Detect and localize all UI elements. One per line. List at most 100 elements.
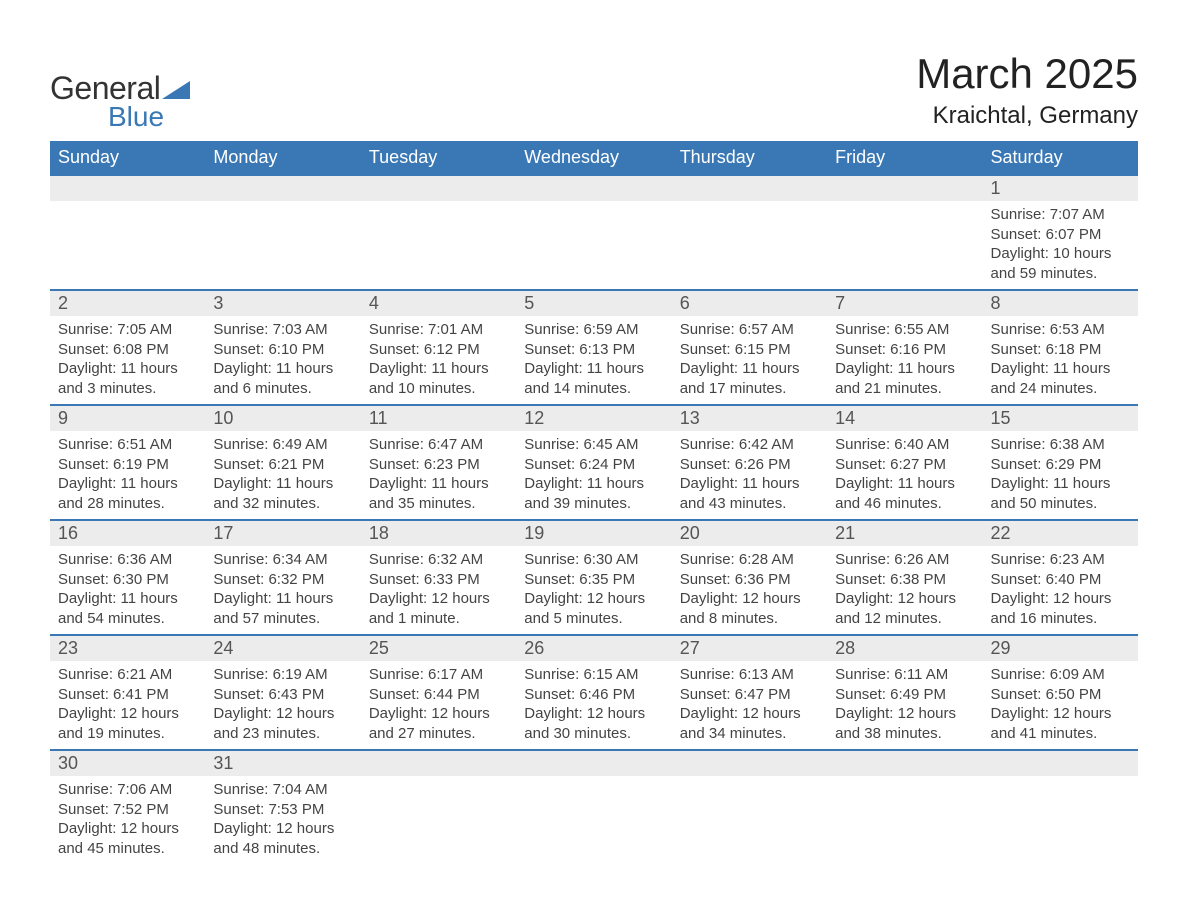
day-number-row: 2345678 xyxy=(50,290,1138,316)
daylight2-text: and 19 minutes. xyxy=(58,724,197,744)
daylight2-text: and 23 minutes. xyxy=(213,724,352,744)
sunrise-text: Sunrise: 7:07 AM xyxy=(991,205,1130,225)
daylight2-text: and 24 minutes. xyxy=(991,379,1130,399)
sunset-text: Sunset: 6:24 PM xyxy=(524,455,663,475)
day-number-cell: 23 xyxy=(50,635,205,661)
day-number-cell xyxy=(983,750,1138,776)
daylight2-text: and 34 minutes. xyxy=(680,724,819,744)
day-detail-row: Sunrise: 6:36 AMSunset: 6:30 PMDaylight:… xyxy=(50,546,1138,635)
day-detail-cell: Sunrise: 6:59 AMSunset: 6:13 PMDaylight:… xyxy=(516,316,671,405)
day-number-cell: 4 xyxy=(361,290,516,316)
weekday-header: Sunday xyxy=(50,141,205,175)
daylight2-text: and 21 minutes. xyxy=(835,379,974,399)
weekday-header: Saturday xyxy=(983,141,1138,175)
sunset-text: Sunset: 6:49 PM xyxy=(835,685,974,705)
daylight1-text: Daylight: 12 hours xyxy=(524,704,663,724)
day-detail-cell xyxy=(516,201,671,290)
day-number-cell: 7 xyxy=(827,290,982,316)
daylight2-text: and 8 minutes. xyxy=(680,609,819,629)
daylight2-text: and 5 minutes. xyxy=(524,609,663,629)
day-detail-cell: Sunrise: 6:53 AMSunset: 6:18 PMDaylight:… xyxy=(983,316,1138,405)
day-number-cell: 6 xyxy=(672,290,827,316)
sunrise-text: Sunrise: 6:55 AM xyxy=(835,320,974,340)
sunrise-text: Sunrise: 6:36 AM xyxy=(58,550,197,570)
sunset-text: Sunset: 6:35 PM xyxy=(524,570,663,590)
sunset-text: Sunset: 7:52 PM xyxy=(58,800,197,820)
sunrise-text: Sunrise: 7:04 AM xyxy=(213,780,352,800)
day-number-row: 3031 xyxy=(50,750,1138,776)
weekday-header: Wednesday xyxy=(516,141,671,175)
sunrise-text: Sunrise: 7:06 AM xyxy=(58,780,197,800)
daylight2-text: and 46 minutes. xyxy=(835,494,974,514)
day-number-cell: 26 xyxy=(516,635,671,661)
day-detail-cell: Sunrise: 6:26 AMSunset: 6:38 PMDaylight:… xyxy=(827,546,982,635)
daylight1-text: Daylight: 11 hours xyxy=(524,359,663,379)
day-detail-cell: Sunrise: 6:17 AMSunset: 6:44 PMDaylight:… xyxy=(361,661,516,750)
day-number-cell: 8 xyxy=(983,290,1138,316)
weekday-header: Monday xyxy=(205,141,360,175)
day-detail-cell: Sunrise: 6:28 AMSunset: 6:36 PMDaylight:… xyxy=(672,546,827,635)
daylight1-text: Daylight: 12 hours xyxy=(835,704,974,724)
daylight2-text: and 17 minutes. xyxy=(680,379,819,399)
day-number-row: 1 xyxy=(50,175,1138,201)
weekday-header: Thursday xyxy=(672,141,827,175)
daylight1-text: Daylight: 11 hours xyxy=(213,359,352,379)
daylight1-text: Daylight: 12 hours xyxy=(680,589,819,609)
sunset-text: Sunset: 6:07 PM xyxy=(991,225,1130,245)
sunrise-text: Sunrise: 6:21 AM xyxy=(58,665,197,685)
day-number-cell: 17 xyxy=(205,520,360,546)
sunset-text: Sunset: 6:26 PM xyxy=(680,455,819,475)
daylight1-text: Daylight: 10 hours xyxy=(991,244,1130,264)
day-number-cell: 12 xyxy=(516,405,671,431)
day-number-cell xyxy=(516,750,671,776)
sunrise-text: Sunrise: 7:01 AM xyxy=(369,320,508,340)
sunset-text: Sunset: 6:18 PM xyxy=(991,340,1130,360)
day-detail-row: Sunrise: 7:06 AMSunset: 7:52 PMDaylight:… xyxy=(50,776,1138,864)
sunrise-text: Sunrise: 6:57 AM xyxy=(680,320,819,340)
daylight2-text: and 54 minutes. xyxy=(58,609,197,629)
daylight2-text: and 57 minutes. xyxy=(213,609,352,629)
daylight1-text: Daylight: 11 hours xyxy=(213,589,352,609)
daylight2-text: and 41 minutes. xyxy=(991,724,1130,744)
day-number-cell: 21 xyxy=(827,520,982,546)
sunrise-text: Sunrise: 6:30 AM xyxy=(524,550,663,570)
daylight1-text: Daylight: 11 hours xyxy=(58,589,197,609)
day-detail-cell: Sunrise: 6:49 AMSunset: 6:21 PMDaylight:… xyxy=(205,431,360,520)
day-number-cell: 28 xyxy=(827,635,982,661)
day-detail-cell: Sunrise: 6:40 AMSunset: 6:27 PMDaylight:… xyxy=(827,431,982,520)
sunrise-text: Sunrise: 6:19 AM xyxy=(213,665,352,685)
daylight2-text: and 43 minutes. xyxy=(680,494,819,514)
sunrise-text: Sunrise: 6:51 AM xyxy=(58,435,197,455)
day-number-cell: 30 xyxy=(50,750,205,776)
sunset-text: Sunset: 6:29 PM xyxy=(991,455,1130,475)
day-detail-cell: Sunrise: 6:23 AMSunset: 6:40 PMDaylight:… xyxy=(983,546,1138,635)
day-number-cell: 3 xyxy=(205,290,360,316)
day-detail-cell xyxy=(672,776,827,864)
sunset-text: Sunset: 6:12 PM xyxy=(369,340,508,360)
daylight1-text: Daylight: 11 hours xyxy=(991,359,1130,379)
day-number-cell: 10 xyxy=(205,405,360,431)
daylight2-text: and 35 minutes. xyxy=(369,494,508,514)
sunset-text: Sunset: 6:44 PM xyxy=(369,685,508,705)
day-detail-cell: Sunrise: 7:01 AMSunset: 6:12 PMDaylight:… xyxy=(361,316,516,405)
sunrise-text: Sunrise: 7:05 AM xyxy=(58,320,197,340)
day-detail-cell xyxy=(827,776,982,864)
day-detail-cell xyxy=(672,201,827,290)
day-number-cell: 27 xyxy=(672,635,827,661)
daylight1-text: Daylight: 12 hours xyxy=(58,704,197,724)
sunrise-text: Sunrise: 6:26 AM xyxy=(835,550,974,570)
sunset-text: Sunset: 6:08 PM xyxy=(58,340,197,360)
location-label: Kraichtal, Germany xyxy=(916,102,1138,130)
day-detail-cell xyxy=(516,776,671,864)
sunrise-text: Sunrise: 6:28 AM xyxy=(680,550,819,570)
day-number-cell: 13 xyxy=(672,405,827,431)
day-detail-cell: Sunrise: 6:42 AMSunset: 6:26 PMDaylight:… xyxy=(672,431,827,520)
day-detail-cell xyxy=(827,201,982,290)
day-detail-cell: Sunrise: 7:04 AMSunset: 7:53 PMDaylight:… xyxy=(205,776,360,864)
day-number-cell: 20 xyxy=(672,520,827,546)
sunrise-text: Sunrise: 6:13 AM xyxy=(680,665,819,685)
daylight2-text: and 1 minute. xyxy=(369,609,508,629)
sunrise-text: Sunrise: 6:47 AM xyxy=(369,435,508,455)
sunrise-text: Sunrise: 6:49 AM xyxy=(213,435,352,455)
daylight1-text: Daylight: 11 hours xyxy=(835,359,974,379)
